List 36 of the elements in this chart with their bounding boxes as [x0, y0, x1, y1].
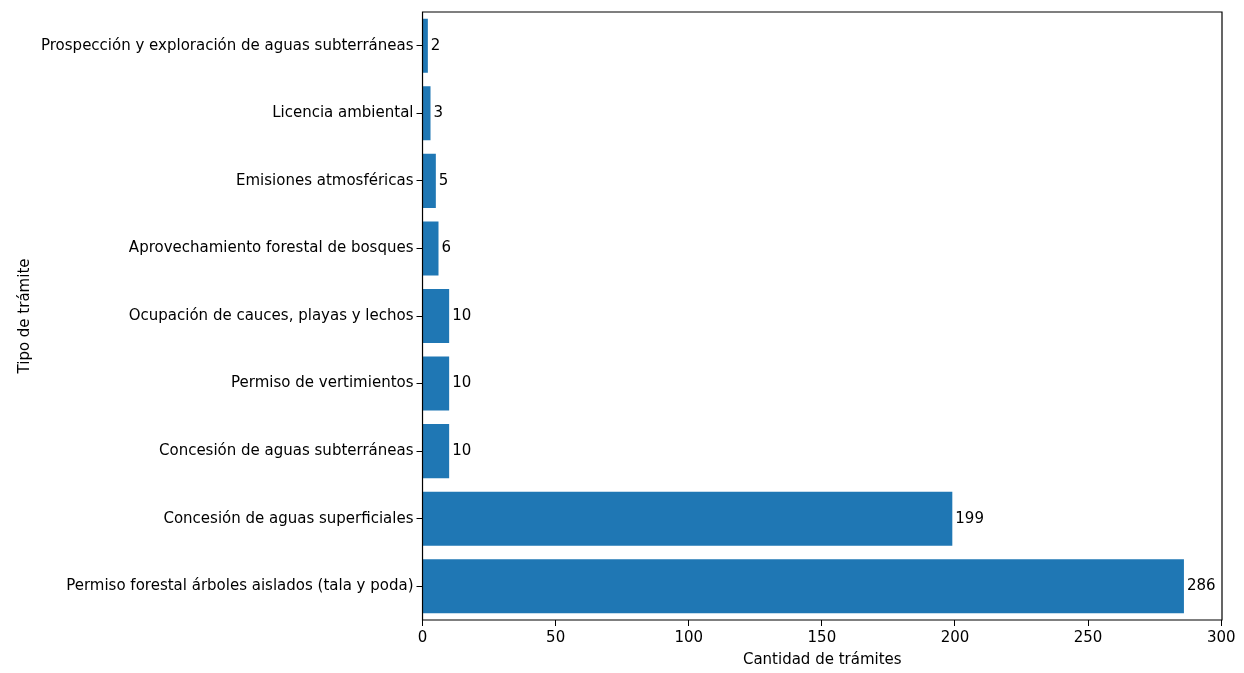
y-tick-label: Concesión de aguas subterráneas: [158, 441, 414, 459]
y-tick-label: Emisiones atmosféricas: [236, 170, 414, 189]
x-tick-label: 200: [940, 627, 970, 646]
x-axis-title: Cantidad de trámites: [742, 649, 902, 668]
y-tick-label: Ocupación de cauces, playas y lechos: [128, 305, 414, 324]
data-label: 3: [433, 103, 444, 122]
bar: [423, 153, 436, 208]
bar: [423, 491, 953, 546]
y-tick-label: Concesión de aguas superficiales: [163, 508, 414, 527]
y-tick-label: Permiso forestal árboles aislados (tala y poda): [66, 576, 414, 595]
data-label: 10: [452, 373, 472, 392]
data-label: 199: [955, 508, 984, 527]
bar: [423, 221, 439, 276]
bar: [423, 86, 431, 141]
bar: [423, 18, 428, 73]
bar: [423, 424, 450, 479]
bar: [423, 559, 1184, 614]
y-tick-label: Prospección y exploración de aguas subterráneas: [40, 35, 414, 54]
bar: [423, 288, 450, 344]
data-label: 5: [438, 170, 449, 189]
y-tick-label: Aprovechamiento forestal de bosques: [128, 238, 414, 257]
data-label: 10: [452, 305, 472, 324]
y-tick-label: Permiso de vertimientos: [231, 373, 414, 392]
x-tick-label: 50: [546, 627, 566, 646]
y-tick-label: Licencia ambiental: [272, 103, 414, 122]
data-label: 2: [430, 35, 441, 54]
x-tick-label: 300: [1206, 627, 1236, 646]
x-tick-label: 100: [674, 627, 704, 646]
x-tick-label: 0: [417, 627, 428, 646]
bar: [423, 356, 450, 411]
data-label: 10: [452, 441, 472, 459]
x-tick-label: 250: [1073, 627, 1103, 646]
x-tick-label: 150: [807, 627, 837, 646]
data-label: 286: [1186, 576, 1216, 595]
data-label: 6: [441, 238, 452, 257]
y-axis-title: Tipo de trámite: [14, 258, 33, 375]
